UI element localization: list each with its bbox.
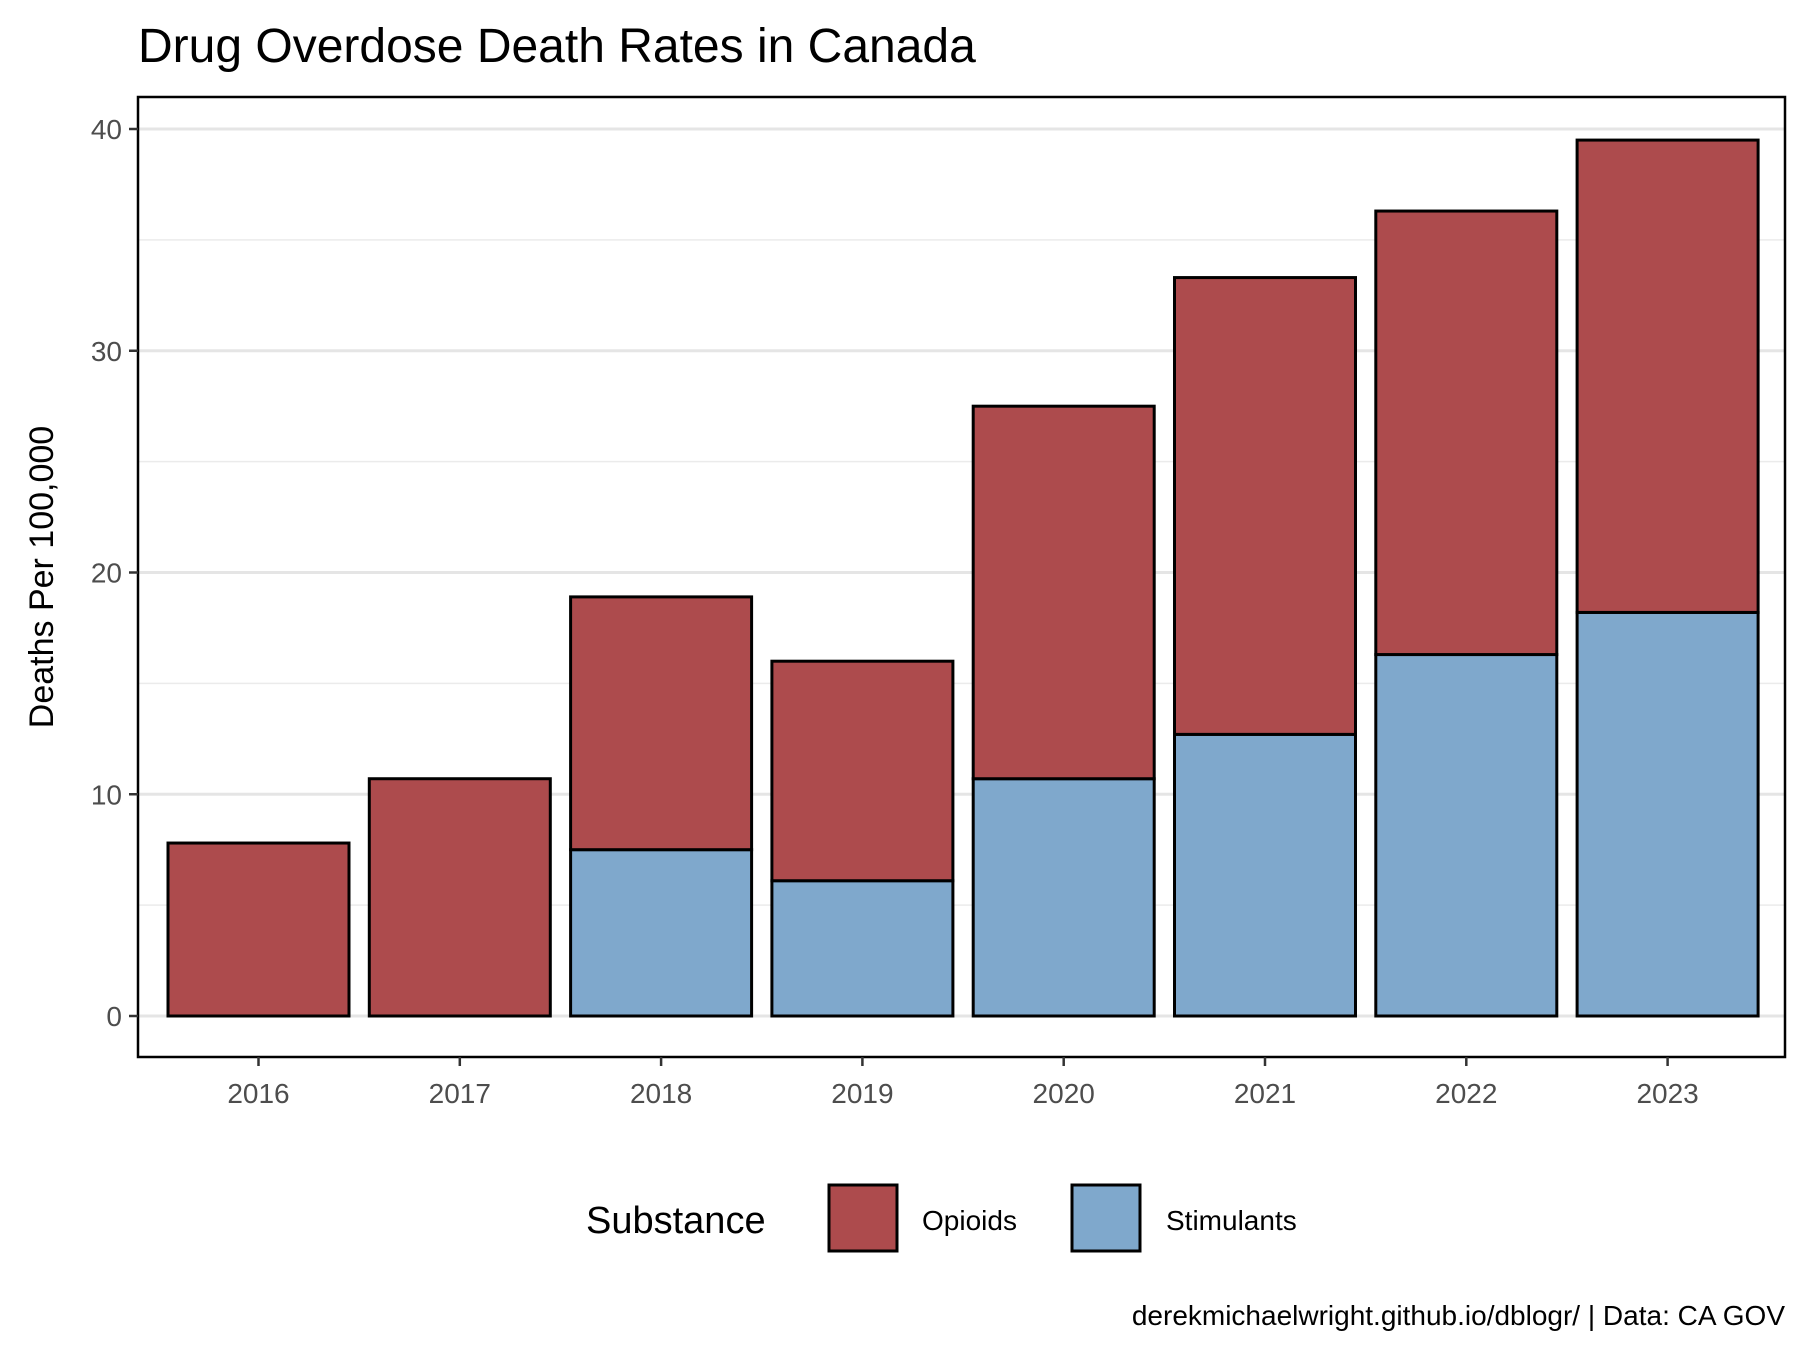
chart-caption: derekmichaelwright.github.io/dblogr/ | D… [1132,1300,1785,1331]
y-tick-label: 40 [91,114,122,145]
bars [166,138,1760,1018]
bar-stimulants-2021 [1173,732,1357,1018]
bar-stimulants-2020 [971,777,1156,1018]
legend-key-stimulants [1070,1183,1142,1253]
legend-label-stimulants: Stimulants [1166,1205,1297,1236]
bar-opioids-2017 [367,777,552,1018]
x-tick-label: 2016 [227,1078,289,1109]
bar-opioids-2023 [1575,138,1760,614]
x-tick-label: 2022 [1435,1078,1497,1109]
y-axis: 0 10 20 30 40 [91,114,138,1032]
legend: Substance Opioids Stimulants [586,1183,1297,1253]
bar-stimulants-2018 [569,848,754,1018]
x-tick-label: 2023 [1636,1078,1698,1109]
y-axis-title: Deaths Per 100,000 [23,426,61,728]
y-tick-label: 0 [106,1001,122,1032]
bar-stimulants-2023 [1575,610,1760,1018]
bar-opioids-2022 [1374,209,1559,657]
legend-key-opioids [827,1183,899,1253]
bar-opioids-2020 [971,404,1156,781]
legend-title: Substance [586,1200,766,1242]
bar-opioids-2021 [1173,276,1357,736]
x-tick-label: 2018 [630,1078,692,1109]
x-tick-label: 2020 [1033,1078,1095,1109]
x-tick-label: 2017 [429,1078,491,1109]
plot-panel-border [136,95,1787,1059]
x-tick-label: 2019 [831,1078,893,1109]
bar-stimulants-2022 [1374,653,1559,1018]
bar-opioids-2019 [770,659,955,883]
chart-title: Drug Overdose Death Rates in Canada [138,20,976,73]
bar-opioids-2018 [569,595,754,852]
x-axis: 2016 2017 2018 2019 2020 2021 2022 2023 [227,1057,1699,1109]
legend-label-opioids: Opioids [922,1205,1017,1236]
bar-stimulants-2019 [770,879,955,1018]
y-tick-label: 10 [91,779,122,810]
x-tick-label: 2021 [1234,1078,1296,1109]
y-tick-label: 20 [91,558,122,589]
bar-opioids-2016 [166,841,351,1018]
y-tick-label: 30 [91,336,122,367]
